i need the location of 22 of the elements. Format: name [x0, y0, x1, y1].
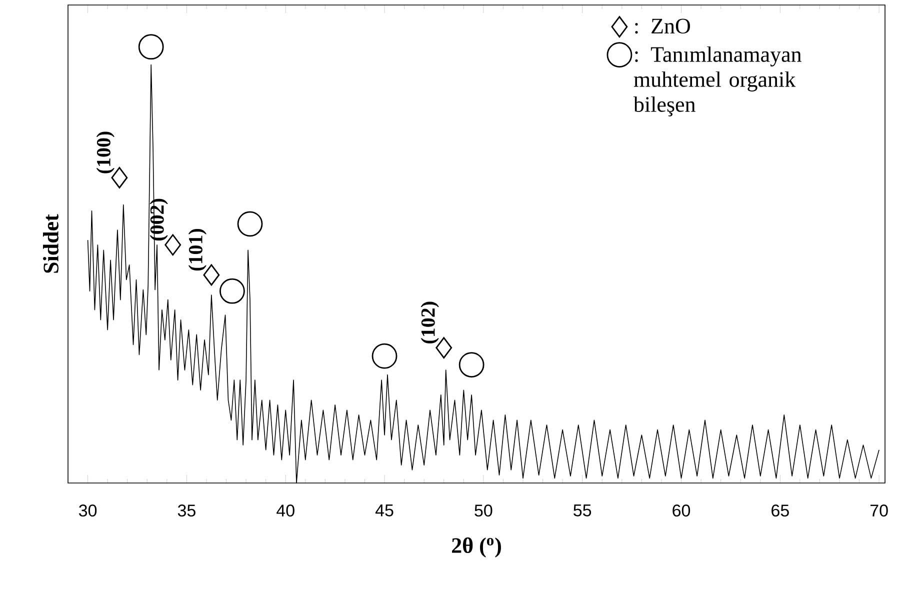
annotation: (102) — [420, 302, 439, 344]
annotation: (002) — [150, 198, 168, 240]
x-tick-label: 30 — [78, 504, 97, 517]
y-axis-title: Siddet — [43, 214, 58, 273]
point — [372, 343, 398, 369]
x-tick-label: 60 — [672, 504, 690, 517]
x-tick-label: 65 — [772, 504, 789, 517]
x-tick-label: 45 — [375, 504, 394, 516]
point — [458, 352, 484, 378]
annotation: (101) — [188, 228, 206, 271]
point — [220, 278, 245, 304]
point — [237, 211, 263, 237]
point — [138, 34, 164, 60]
annotation: (100) — [96, 132, 115, 174]
x-tick-label: 35 — [178, 504, 196, 517]
x-tick-label: 55 — [574, 504, 592, 516]
x-tick-label: 50 — [474, 504, 492, 517]
x-tick-label: 70 — [870, 504, 888, 517]
x-tick-label: 40 — [276, 504, 294, 517]
x-axis-title: 2θ ($^{o}$) — [452, 537, 501, 558]
legend-label: : Tanımlanamayan muhtemel organik bileşen — [633, 46, 802, 116]
legend-label: : ZnO — [635, 18, 690, 34]
